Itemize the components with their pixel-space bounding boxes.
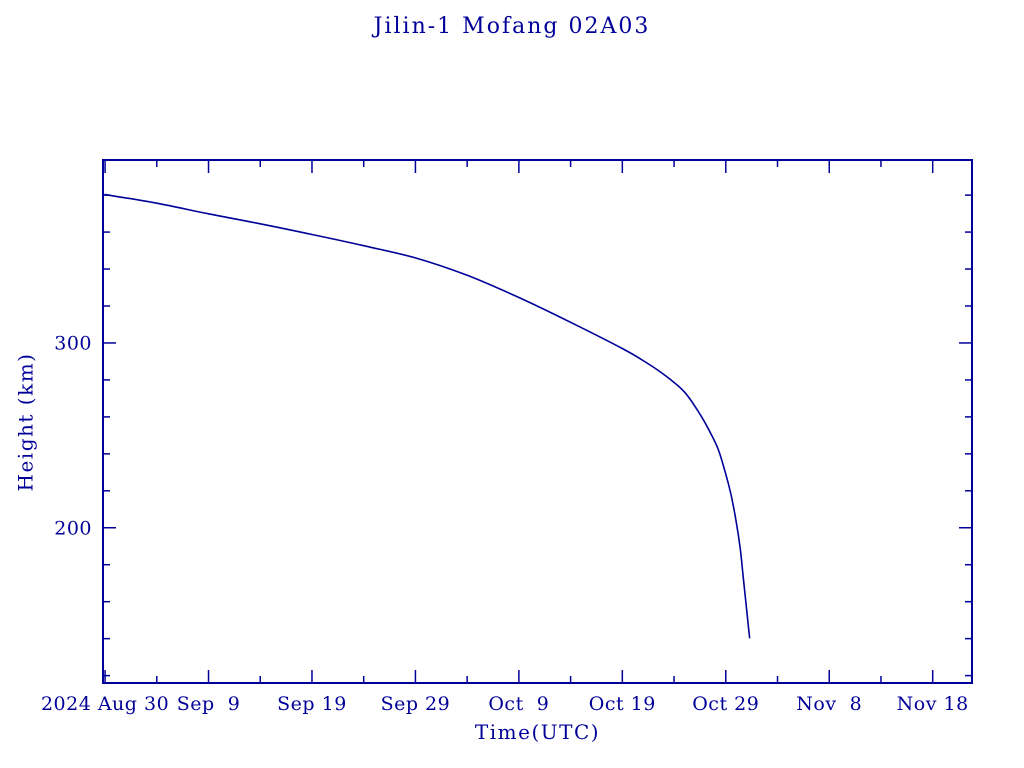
chart-title: Jilin-1 Mofang 02A03 — [373, 14, 651, 39]
plot-box — [102, 159, 973, 684]
y-tick-label: 200 — [54, 517, 92, 539]
x-tick-label: Oct 19 — [589, 693, 656, 715]
decay-curve — [104, 193, 751, 639]
x-tick-label: Oct 29 — [692, 693, 759, 715]
x-tick-label: 2024 Aug 30 — [41, 693, 169, 715]
x-tick-label: Sep 29 — [381, 693, 451, 715]
x-tick-label: Sep 9 — [177, 693, 241, 715]
x-tick-label: Oct 9 — [488, 693, 549, 715]
x-tick-label: Sep 19 — [277, 693, 347, 715]
x-axis-label: Time(UTC) — [474, 720, 601, 744]
y-tick-label: 300 — [54, 332, 92, 354]
x-tick-label: Nov 8 — [796, 693, 862, 715]
x-tick-label: Nov 18 — [897, 693, 969, 715]
